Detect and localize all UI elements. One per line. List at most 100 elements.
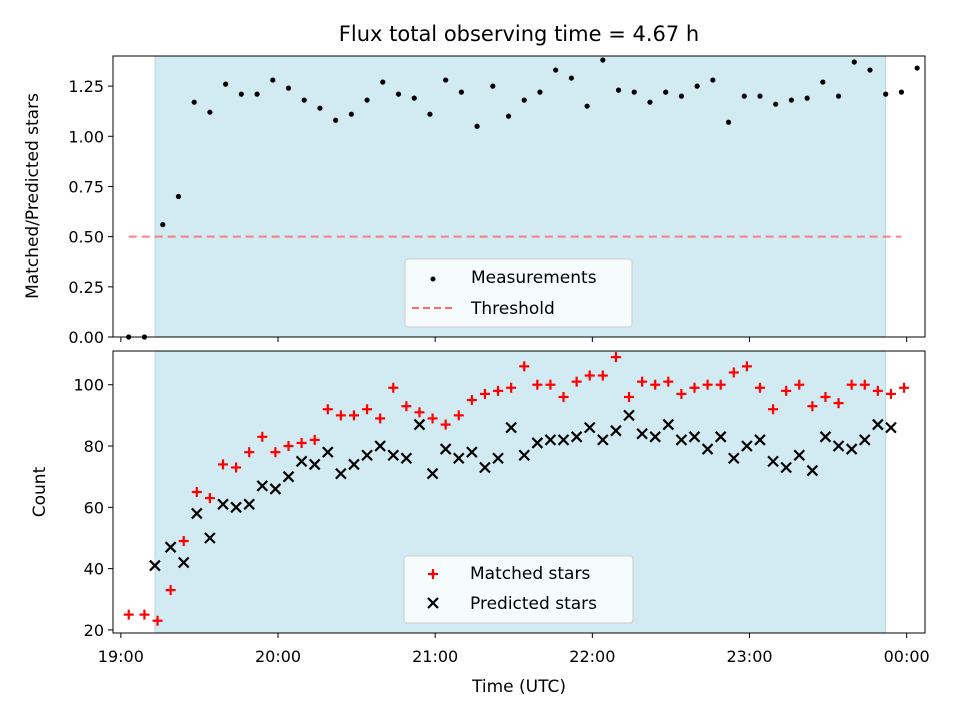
predicted-star-point	[374, 440, 386, 452]
matched-star-point	[899, 382, 910, 393]
measurement-point	[804, 95, 810, 101]
matched-star-point	[322, 404, 333, 415]
matched-star-point	[545, 379, 556, 390]
matched-star-point	[414, 407, 425, 418]
predicted-star-point	[413, 418, 426, 431]
predicted-star-point	[701, 443, 714, 455]
top-y-tick-label: 0.50	[68, 228, 104, 247]
bottom-x-tick-label: 22:00	[569, 647, 615, 666]
matched-star-point	[427, 413, 438, 424]
measurement-point	[207, 109, 213, 115]
predicted-star-point	[322, 446, 334, 458]
matched-star-point	[571, 376, 582, 387]
predicted-star-point	[361, 449, 373, 461]
measurement-point	[757, 93, 763, 99]
legend-measurements-label: Measurements	[471, 268, 597, 288]
measurement-point	[160, 222, 166, 228]
matched-star-point	[388, 382, 399, 393]
matched-star-point	[401, 401, 412, 412]
legend-predicted-label: Predicted stars	[470, 594, 597, 614]
predicted-star-point	[636, 427, 648, 440]
top-y-tick-label: 0.25	[68, 278, 104, 297]
predicted-star-point	[243, 498, 255, 511]
matched-star-point	[754, 382, 765, 393]
matched-star-point	[663, 376, 674, 387]
matched-star-point	[768, 404, 779, 415]
measurement-point	[521, 97, 527, 103]
measurement-point	[820, 79, 826, 85]
measurement-point	[615, 87, 622, 93]
matched-star-point	[781, 385, 792, 396]
measurement-point	[223, 81, 229, 87]
matched-star-point	[820, 391, 831, 402]
matched-star-point	[296, 437, 307, 448]
matched-star-point	[637, 376, 648, 387]
measurement-point	[175, 193, 182, 200]
measurement-point	[490, 83, 496, 89]
top-legend-box	[404, 258, 633, 328]
predicted-star-point	[662, 418, 675, 431]
measurement-point	[867, 67, 873, 73]
legend-threshold-label: Threshold	[470, 299, 555, 319]
predicted-star-point	[845, 443, 858, 455]
matched-star-point	[165, 585, 176, 596]
predicted-star-point	[217, 498, 229, 511]
predicted-star-point	[741, 440, 753, 452]
predicted-star-point	[754, 434, 766, 446]
bottom-y-tick-label: 60	[84, 498, 104, 517]
predicted-star-point	[308, 458, 321, 471]
predicted-star-point	[793, 449, 806, 461]
matched-star-point	[348, 410, 359, 421]
predicted-star-point	[675, 434, 688, 446]
predicted-star-point	[832, 440, 845, 452]
matched-star-point	[440, 419, 451, 430]
matched-star-point	[270, 447, 281, 458]
measurement-point	[364, 97, 370, 103]
measurement-point	[285, 85, 292, 91]
bottom-y-axis-label: Count	[30, 466, 50, 517]
matched-star-point	[493, 385, 504, 396]
matched-star-point	[610, 352, 621, 363]
matched-star-point	[624, 391, 635, 402]
matched-star-point	[728, 367, 739, 378]
measurement-point	[348, 111, 354, 117]
matched-star-point	[794, 379, 805, 390]
bottom-axes-frame	[112, 350, 926, 634]
measurement-point	[568, 75, 574, 81]
matched-star-point	[833, 398, 844, 409]
bottom-y-tick-label: 40	[84, 560, 104, 579]
predicted-star-point	[649, 431, 661, 443]
predicted-star-point	[191, 507, 203, 520]
top-y-tick-label: 1.00	[68, 127, 104, 146]
predicted-star-point	[583, 421, 596, 434]
measurement-point	[537, 89, 543, 95]
bottom-x-axis-label: Time (UTC)	[471, 677, 566, 697]
bottom-y-tick-label: 20	[84, 621, 104, 640]
top-y-tick-label: 1.25	[68, 77, 104, 96]
matched-star-point	[807, 401, 818, 412]
matched-star-point	[466, 395, 477, 406]
top-y-tick-label: 0.75	[68, 177, 104, 196]
matched-star-point	[283, 441, 294, 452]
bottom-series-group	[123, 352, 910, 626]
predicted-star-point	[426, 467, 439, 480]
top-axes-frame	[112, 55, 926, 338]
measurement-point	[238, 91, 244, 97]
matched-star-point	[453, 410, 464, 421]
matched-star-point	[715, 379, 726, 390]
predicted-star-point	[439, 443, 452, 455]
matched-star-point	[859, 379, 870, 390]
predicted-star-point	[479, 461, 491, 474]
bottom-x-tick-label: 20:00	[255, 647, 301, 666]
measurement-point	[427, 111, 433, 117]
predicted-star-point	[518, 449, 531, 461]
top-chart-title: Flux total observing time = 4.67 h	[339, 22, 699, 46]
measurement-point	[395, 91, 402, 97]
matched-star-point	[584, 370, 595, 381]
top-series-group	[126, 57, 920, 340]
measurement-point	[443, 77, 449, 83]
measurement-point	[600, 57, 606, 63]
matched-star-point	[191, 487, 202, 497]
legend-predicted-marker	[427, 597, 439, 609]
